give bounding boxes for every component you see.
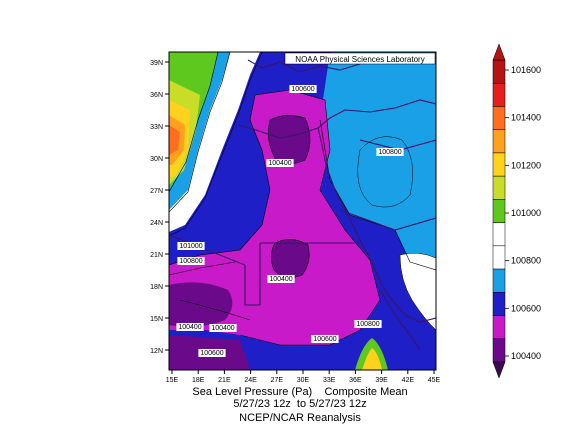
contour-label: 100400	[269, 276, 292, 283]
lon-tick-label: 36E	[349, 377, 362, 384]
lon-tick-label: 39E	[375, 377, 388, 384]
contour-label-bg	[176, 323, 204, 331]
colorbar-swatch	[492, 175, 506, 200]
lon-tick-label: 15E	[166, 377, 179, 384]
coastlines-borders	[169, 59, 436, 351]
colorbar-swatch	[492, 129, 506, 154]
contour-label: 100400	[268, 160, 291, 167]
colorbar-label: 100800	[511, 256, 541, 266]
contour-label: 100400	[211, 325, 234, 332]
contour-label: 100800	[378, 149, 401, 156]
lon-tick-label: 27E	[271, 377, 284, 384]
lat-tick-label: 39N	[150, 60, 163, 67]
field-magenta-trough	[169, 90, 380, 345]
latitude-axis: 12N 15N 18N 21N 24N 27N 30N 33N 36N 39N	[150, 60, 169, 355]
contour-lines	[169, 52, 436, 346]
credit-box	[284, 52, 436, 65]
contour-label-bg	[311, 335, 339, 343]
lat-tick-label: 27N	[150, 188, 163, 195]
colorbar-label: 101000	[511, 208, 541, 218]
field-core-north	[268, 115, 310, 164]
colorbar-label: 101600	[511, 65, 541, 75]
colorbar-swatch	[492, 315, 506, 340]
lat-tick-label: 30N	[150, 156, 163, 163]
colorbar-top-arrow	[492, 43, 506, 61]
contour-label-bg	[267, 275, 295, 283]
contour-label-bg	[289, 85, 317, 93]
contour-labels: 100600 100400 100800 101000 100800 100400 1004…	[176, 85, 404, 357]
contour-label-bg	[177, 242, 205, 250]
colorbar-swatch	[492, 268, 506, 293]
colorbar-label: 100600	[511, 303, 541, 313]
contour-label: 100600	[200, 350, 223, 357]
lon-tick-label: 24E	[244, 377, 257, 384]
contour-label: 100800	[356, 321, 379, 328]
colorbar-swatch	[492, 199, 506, 223]
pressure-field	[169, 52, 436, 370]
lon-tick-label: 42E	[402, 377, 415, 384]
lat-tick-label: 18N	[150, 284, 163, 291]
colorbar-bottom-arrow	[492, 361, 506, 379]
contour-label-bg	[354, 320, 382, 328]
contour-label: 100400	[178, 324, 201, 331]
lon-tick-label: 18E	[192, 377, 205, 384]
colorbar-swatch	[492, 106, 506, 130]
colorbar-swatch	[492, 245, 506, 270]
contour-label-bg	[376, 148, 404, 156]
colorbar-swatch	[492, 152, 506, 177]
lat-tick-label: 24N	[150, 220, 163, 227]
colorbar-swatch	[492, 222, 506, 247]
longitude-axis: 15E 18E 21E 24E 27E 30E 33E 36E 39E 42E 45E	[166, 370, 441, 384]
colorbar-swatch	[492, 82, 506, 107]
field-core-west	[169, 282, 233, 327]
colorbar-swatch	[492, 292, 506, 316]
colorbar-label: 100400	[511, 351, 541, 361]
lon-tick-label: 33E	[323, 377, 336, 384]
field-east-cyan-core	[357, 136, 413, 208]
lat-tick-label: 33N	[150, 124, 163, 131]
caption-dataset: NCEP/NCAR Reanalysis	[239, 412, 361, 424]
colorbar-label: 101400	[511, 113, 541, 123]
caption-title: Sea Level Pressure (Pa) Composite Mean	[192, 386, 408, 398]
lon-tick-label: 45E	[428, 377, 441, 384]
lat-tick-label: 12N	[150, 348, 163, 355]
contour-label: 100600	[313, 336, 336, 343]
lat-tick-label: 21N	[150, 252, 163, 259]
contour-label-bg	[209, 324, 237, 332]
colorbar-swatch	[492, 59, 506, 84]
lat-tick-label: 15N	[150, 316, 163, 323]
contour-label-bg	[266, 159, 294, 167]
contour-label: 100600	[291, 86, 314, 93]
contour-label: 100800	[179, 258, 202, 265]
contour-label-bg	[198, 349, 226, 357]
colorbar-swatch	[492, 338, 506, 363]
contour-label-bg	[177, 257, 205, 265]
contour-label: 101000	[179, 243, 202, 250]
field-west-deeporange	[169, 125, 180, 155]
field-se-white	[399, 252, 436, 331]
lon-tick-label: 21E	[218, 377, 231, 384]
colorbar-label: 101200	[511, 160, 541, 170]
colorbar-legend: 100400 100600 100800 101000 101200 101400 1016…	[492, 43, 541, 379]
lat-tick-label: 36N	[150, 92, 163, 99]
credit-text: NOAA Physical Sciences Laboratory	[295, 55, 424, 64]
lon-tick-label: 30E	[297, 377, 310, 384]
caption-date-range: 5/27/23 12z to 5/27/23 12z	[233, 398, 367, 410]
field-south-yellow	[362, 348, 382, 370]
field-core-central	[271, 239, 310, 278]
